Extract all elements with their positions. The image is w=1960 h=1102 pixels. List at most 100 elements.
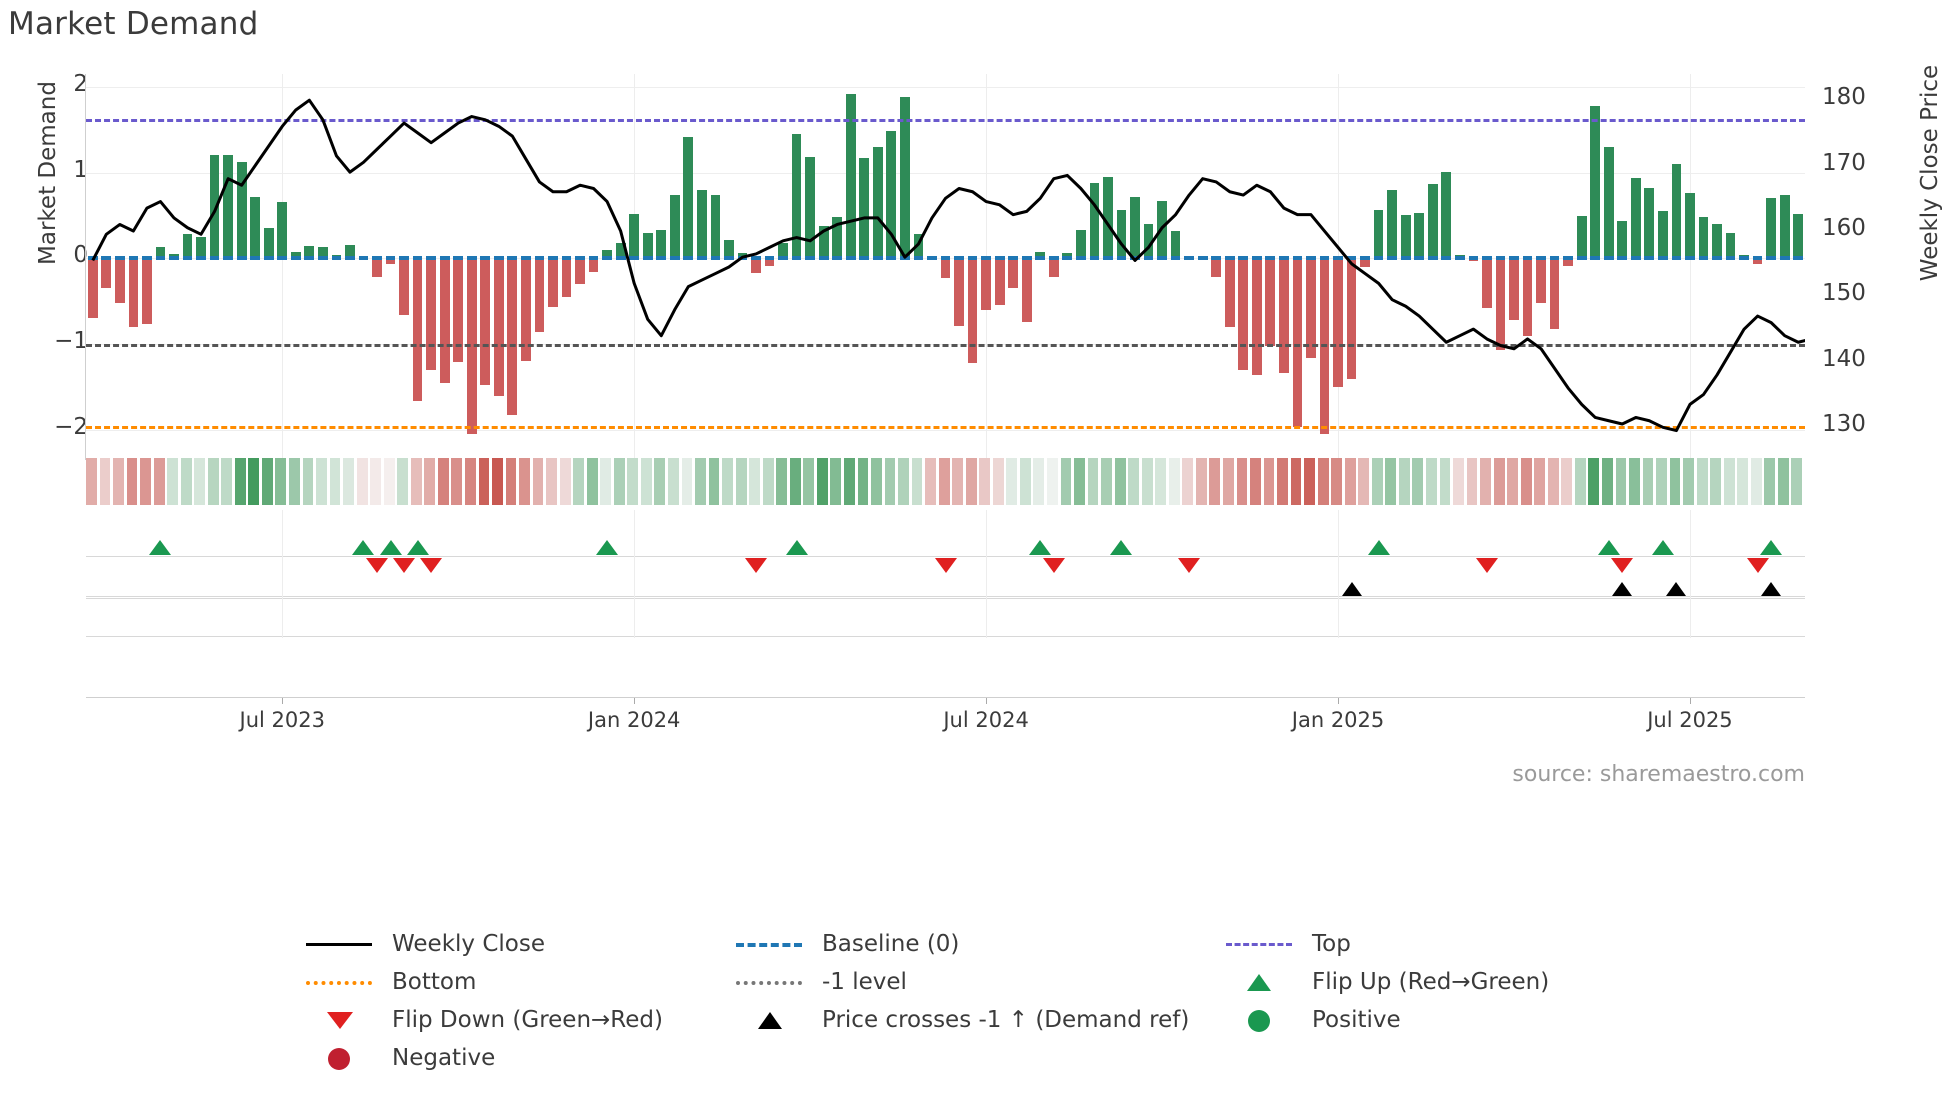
baseline-segment — [1170, 256, 1181, 261]
baseline-segment — [588, 256, 599, 261]
baseline-segment — [182, 256, 193, 261]
legend-label: Positive — [1312, 1007, 1401, 1033]
main-plot-panel — [85, 74, 1805, 460]
demand-bar — [1238, 258, 1249, 370]
legend-item-weekly-close[interactable]: Weekly Close — [300, 925, 730, 963]
gridline-vertical — [634, 510, 636, 596]
heat-cell — [1534, 458, 1546, 505]
y-tick-right-4: 140 — [1822, 345, 1866, 372]
baseline-segment — [1224, 256, 1235, 261]
demand-bar — [1075, 230, 1086, 259]
heat-cell — [965, 458, 977, 505]
legend-label: Flip Up (Red→Green) — [1312, 969, 1550, 995]
x-tick-0: Jul 2023 — [239, 708, 325, 732]
demand-bar — [548, 258, 558, 308]
heat-cell — [898, 458, 909, 505]
heat-cell — [1588, 458, 1600, 505]
baseline-segment — [263, 256, 274, 261]
heat-cell — [410, 458, 422, 505]
baseline-segment — [913, 256, 924, 261]
flip-up-marker — [596, 540, 619, 555]
demand-bar — [169, 254, 179, 259]
baseline-segment — [1346, 256, 1357, 261]
demand-bar — [1779, 194, 1790, 259]
price-cross-marker — [1612, 582, 1633, 596]
marker-row-guide — [86, 556, 1805, 557]
legend-item-baseline-0[interactable]: Baseline (0) — [730, 925, 1220, 963]
demand-bar — [1495, 258, 1506, 351]
demand-bar — [1089, 182, 1100, 259]
demand-bar — [1062, 253, 1073, 259]
legend-item-positive[interactable]: Positive — [1220, 1001, 1700, 1039]
demand-bar — [1035, 252, 1046, 259]
baseline-segment — [290, 256, 301, 261]
heat-cell — [871, 458, 882, 505]
demand-bar — [1576, 215, 1587, 259]
baseline-segment — [1035, 256, 1046, 261]
baseline-segment — [927, 256, 937, 261]
demand-bar — [1671, 164, 1682, 259]
heat-cell — [1222, 458, 1234, 505]
heat-cell — [1331, 458, 1343, 505]
legend-label: Price crosses -1 ↑ (Demand ref) — [822, 1007, 1190, 1033]
legend-item-flip-down-green-red[interactable]: Flip Down (Green→Red) — [300, 1001, 730, 1039]
legend-circle-icon — [300, 1046, 378, 1070]
demand-bar — [981, 258, 991, 310]
baseline-segment — [981, 256, 991, 261]
legend-item-bottom[interactable]: Bottom — [300, 963, 730, 1001]
baseline-segment — [710, 256, 721, 261]
gridline-horizontal — [86, 172, 1805, 174]
baseline-segment — [1658, 256, 1668, 261]
legend-item-negative[interactable]: Negative — [300, 1039, 730, 1077]
heat-cell — [613, 458, 625, 505]
baseline-segment — [1251, 256, 1262, 261]
baseline-segment — [1739, 256, 1749, 261]
reference-line-1-level — [86, 344, 1805, 348]
demand-bar — [588, 258, 599, 273]
baseline-segment — [886, 256, 897, 261]
legend-item-flip-up-red-green[interactable]: Flip Up (Red→Green) — [1220, 963, 1700, 1001]
demand-bar — [439, 258, 450, 383]
legend-item-1-level[interactable]: -1 level — [730, 963, 1220, 1001]
demand-bar — [615, 242, 626, 259]
baseline-segment — [521, 256, 531, 261]
heat-cell — [546, 458, 558, 505]
price-cross-marker — [1761, 582, 1782, 596]
legend-item-top[interactable]: Top — [1220, 925, 1700, 963]
y-tick-right-1: 170 — [1822, 149, 1866, 176]
heat-cell — [126, 458, 138, 505]
heat-cell — [302, 458, 314, 505]
heat-cell — [261, 458, 273, 505]
heat-cell — [383, 458, 395, 505]
demand-bar — [832, 217, 843, 259]
baseline-segment — [1414, 256, 1425, 261]
y-axis-right-label: Weekly Close Price — [1917, 64, 1943, 282]
baseline-segment — [250, 256, 261, 261]
demand-bar — [128, 258, 139, 328]
heat-cell — [397, 458, 409, 505]
baseline-segment — [1630, 256, 1641, 261]
demand-bar — [805, 157, 815, 259]
heat-cell — [1209, 458, 1221, 505]
flip-up-marker — [1597, 540, 1620, 555]
baseline-segment — [859, 256, 870, 261]
legend-row: Weekly Close Baseline (0) Top — [300, 925, 1700, 963]
baseline-segment — [1509, 256, 1519, 261]
gridline-vertical — [986, 596, 988, 638]
demand-bar — [656, 230, 667, 259]
y-tick-left-2: 0 — [73, 242, 88, 269]
baseline-segment — [1698, 256, 1709, 261]
baseline-segment — [656, 256, 667, 261]
demand-bar — [561, 258, 572, 298]
legend-label: Top — [1312, 931, 1351, 957]
demand-bar — [223, 155, 233, 259]
legend-item-price-crosses-1-demand-ref[interactable]: Price crosses -1 ↑ (Demand ref) — [730, 1001, 1220, 1039]
baseline-segment — [724, 256, 734, 261]
baseline-segment — [1279, 256, 1289, 261]
demand-bar — [954, 258, 964, 327]
baseline-segment — [642, 256, 653, 261]
demand-bar — [209, 155, 220, 259]
heat-cell — [789, 458, 801, 505]
heat-cell — [1182, 458, 1194, 505]
flip-up-marker — [352, 540, 375, 555]
